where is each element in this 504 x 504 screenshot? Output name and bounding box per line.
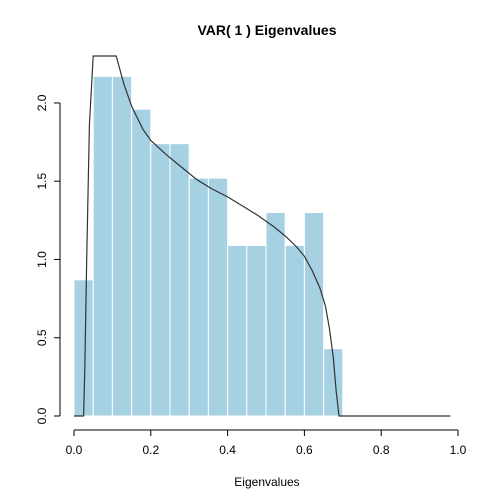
y-tick-label: 1.0 (35, 251, 49, 268)
histogram-bars (74, 76, 343, 416)
x-axis: 0.0 0.2 0.4 0.6 0.8 1.0 (66, 430, 467, 457)
histogram-bar (208, 178, 227, 416)
y-tick-label: 0.5 (35, 329, 49, 346)
x-tick-label: 0.8 (373, 443, 390, 457)
histogram-bar (132, 109, 151, 416)
chart-title: VAR( 1 ) Eigenvalues (197, 22, 336, 38)
histogram-bar (93, 76, 112, 416)
y-tick-label: 2.0 (35, 94, 49, 111)
y-axis: 0.0 0.5 1.0 1.5 2.0 (35, 94, 60, 424)
x-tick-label: 0.2 (142, 443, 159, 457)
x-tick-label: 0.6 (296, 443, 313, 457)
y-tick-label: 1.5 (35, 173, 49, 190)
x-tick-label: 0.0 (66, 443, 83, 457)
histogram-bar (228, 245, 247, 416)
histogram-bar (170, 144, 189, 416)
x-tick-label: 0.4 (219, 443, 236, 457)
histogram-bar (304, 213, 323, 416)
histogram-bar (266, 213, 285, 416)
histogram-bar (285, 245, 304, 416)
histogram-bar (151, 144, 170, 416)
y-tick-label: 0.0 (35, 407, 49, 424)
histogram-bar (189, 178, 208, 416)
x-axis-label: Eigenvalues (234, 475, 299, 489)
histogram-bar (247, 245, 266, 416)
histogram-bar (112, 76, 131, 416)
x-tick-label: 1.0 (450, 443, 467, 457)
